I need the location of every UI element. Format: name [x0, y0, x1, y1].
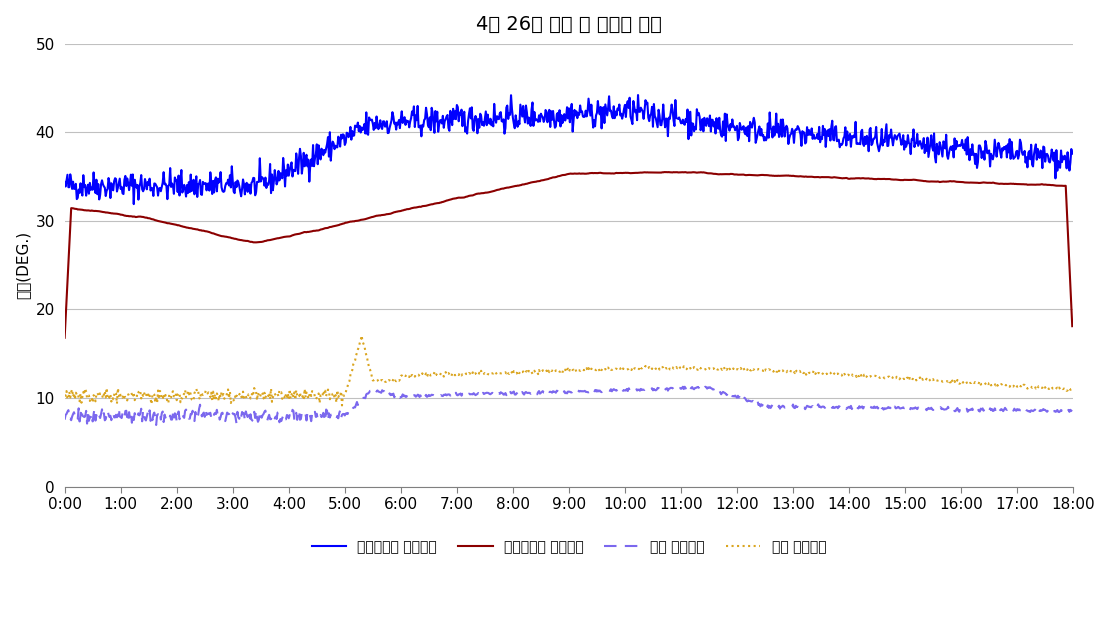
드라이쿨러 입수온도 — [58, 334, 71, 342]
칠러 출수온도 — [326, 413, 340, 420]
Line: 칠러 출수온도: 칠러 출수온도 — [64, 386, 1072, 425]
드라이쿨러 출수온도 — [326, 138, 340, 146]
칠러 입수온도 — [335, 401, 349, 409]
드라이쿨러 출수온도 — [58, 179, 71, 186]
드라이쿨러 출수온도 — [191, 193, 204, 201]
칠러 출수온도 — [150, 421, 163, 429]
Y-axis label: 온도(DEG.): 온도(DEG.) — [16, 231, 30, 299]
드라이쿨러 출수온도 — [1002, 149, 1016, 156]
칠러 출수온도 — [191, 413, 204, 421]
칠러 입수온도 — [190, 385, 203, 392]
드라이쿨러 출수온도 — [579, 107, 593, 115]
칠러 입수온도 — [355, 332, 369, 339]
칠러 입수온도 — [325, 393, 339, 401]
드라이쿨러 입수온도 — [578, 170, 592, 177]
칠러 입수온도 — [1066, 385, 1079, 392]
칠러 출수온도 — [1066, 408, 1079, 415]
칠러 입수온도 — [1002, 382, 1016, 389]
드라이쿨러 출수온도 — [788, 127, 801, 135]
드라이쿨러 입수온도 — [787, 172, 800, 180]
칠러 입수온도 — [788, 369, 801, 377]
드라이쿨러 입수온도 — [190, 225, 203, 233]
Line: 드라이쿨러 입수온도: 드라이쿨러 입수온도 — [64, 172, 1072, 338]
드라이쿨러 출수온도 — [632, 91, 645, 99]
칠러 출수온도 — [788, 404, 801, 412]
칠러 출수온도 — [579, 388, 593, 396]
칠러 출수온도 — [693, 382, 706, 390]
드라이쿨러 입수온도 — [433, 199, 446, 207]
드라이쿨러 출수온도 — [1066, 150, 1079, 158]
드라이쿨러 출수온도 — [433, 116, 446, 124]
칠러 출수온도 — [58, 416, 71, 423]
Legend: 드라이쿨러 출수온도, 드라이쿨러 입수온도, 칠러 출수온도, 칠러 입수온도: 드라이쿨러 출수온도, 드라이쿨러 입수온도, 칠러 출수온도, 칠러 입수온도 — [306, 534, 831, 560]
칠러 입수온도 — [434, 369, 447, 377]
Line: 칠러 입수온도: 칠러 입수온도 — [64, 335, 1072, 405]
드라이쿨러 출수온도 — [128, 200, 141, 208]
드라이쿨러 입수온도 — [1001, 180, 1015, 188]
드라이쿨러 입수온도 — [658, 168, 672, 176]
칠러 입수온도 — [581, 365, 594, 372]
칠러 출수온도 — [1002, 406, 1016, 413]
Title: 4월 26일 냉수 및 냉각수 온도: 4월 26일 냉수 및 냉각수 온도 — [476, 15, 662, 34]
드라이쿨러 입수온도 — [1066, 322, 1079, 330]
Line: 드라이쿨러 출수온도: 드라이쿨러 출수온도 — [64, 95, 1072, 204]
드라이쿨러 입수온도 — [325, 223, 339, 230]
칠러 입수온도 — [58, 392, 71, 399]
칠러 출수온도 — [433, 392, 446, 400]
